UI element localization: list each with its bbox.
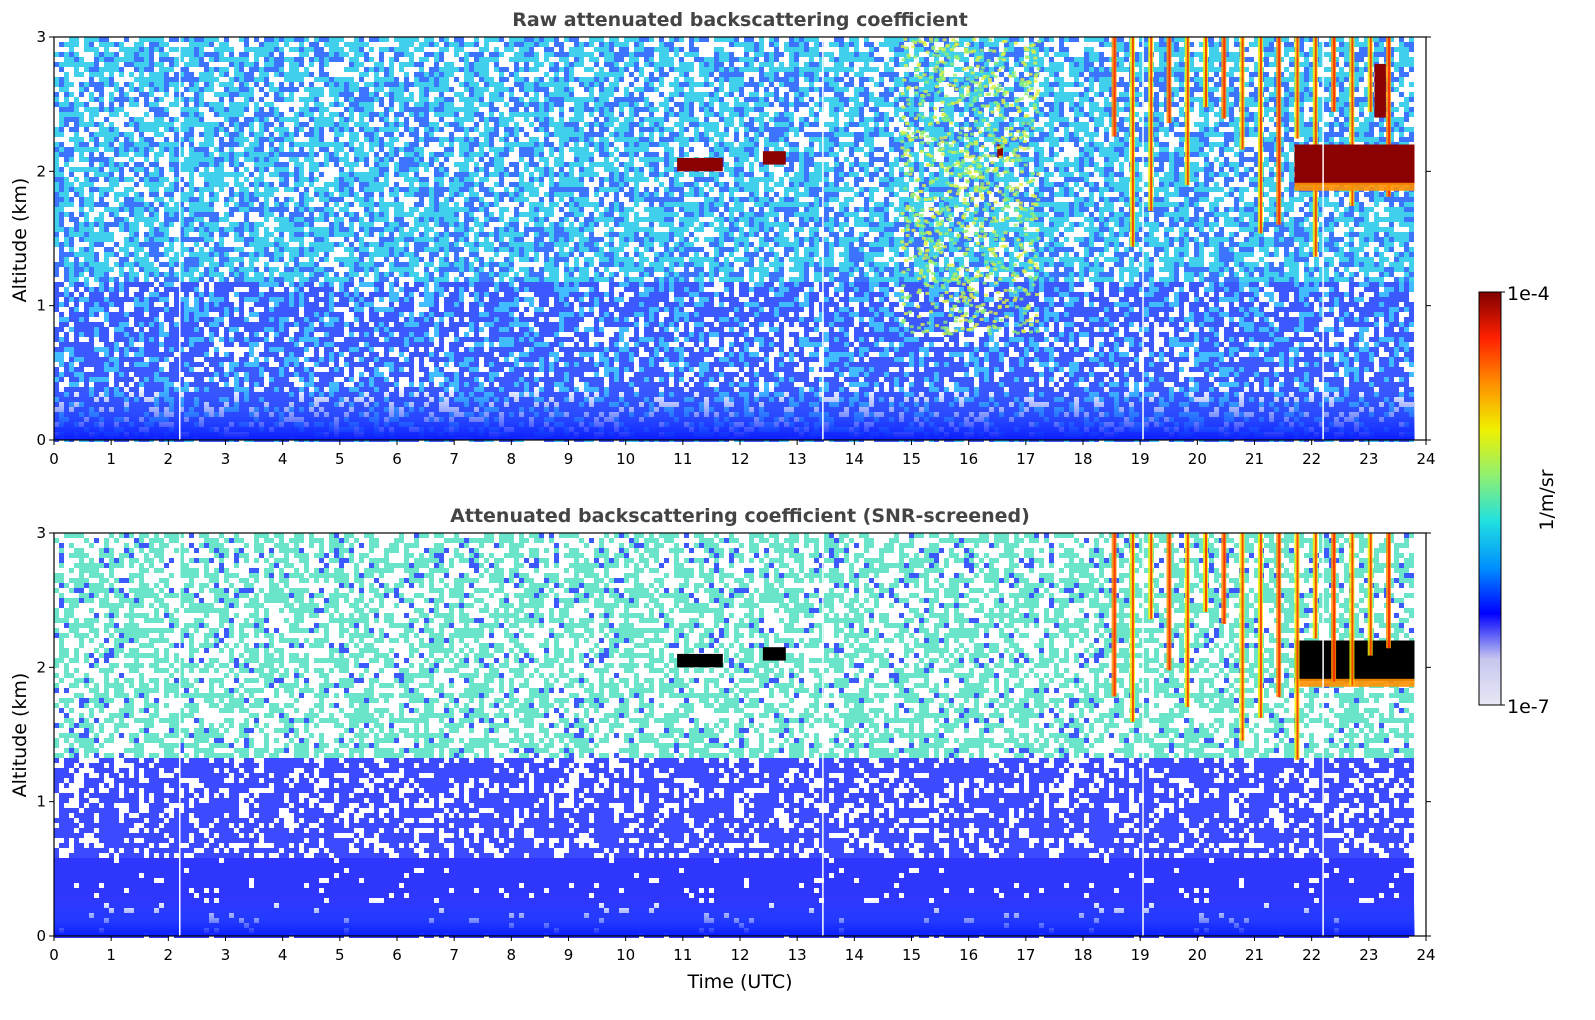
y-tick-label: 0: [36, 431, 46, 449]
y-tick-label: 3: [36, 28, 46, 46]
x-tick-label: 20: [1188, 946, 1207, 964]
x-tick-label: 2: [164, 946, 174, 964]
x-tick-label: 21: [1245, 946, 1264, 964]
x-tick-label: 17: [1016, 450, 1035, 468]
heatmap-feature: [1294, 144, 1415, 191]
colorbar-unit-label: 1/m/sr: [1536, 469, 1558, 530]
colorbar: 1e-4 1e-7 1/m/sr: [1478, 283, 1558, 718]
y-tick-label: 3: [36, 524, 46, 542]
x-tick-label: 17: [1016, 946, 1035, 964]
x-tick-label: 11: [673, 450, 692, 468]
x-tick-label: 8: [507, 450, 517, 468]
bottom-plot-area: 0 1 2 3 4 5 6 7 8 9 10 11 12 13 14 15 16 17 18 19 20 21 22 23 24…: [36, 524, 1435, 964]
x-tick-label: 10: [616, 946, 635, 964]
x-tick-label: 7: [449, 450, 459, 468]
heatmap-feature: [677, 653, 723, 668]
x-tick-label: 12: [730, 450, 749, 468]
x-tick-label: 11: [673, 946, 692, 964]
x-tick-label: 21: [1245, 450, 1264, 468]
x-tick-label: 22: [1302, 946, 1321, 964]
x-tick-label: 10: [616, 450, 635, 468]
x-tick-label: 15: [902, 450, 921, 468]
x-tick-label: 24: [1416, 450, 1435, 468]
x-tick-label: 4: [278, 946, 288, 964]
x-tick-label: 9: [564, 946, 574, 964]
x-tick-label: 5: [335, 946, 345, 964]
heatmap-feature: [1294, 640, 1415, 687]
heatmap-feature: [1111, 37, 1391, 257]
top-heatmap: [54, 37, 1415, 442]
x-tick-label: 16: [959, 946, 978, 964]
heatmap-feature: [1111, 533, 1391, 760]
x-tick-label: 4: [278, 450, 288, 468]
x-tick-label: 0: [49, 946, 59, 964]
x-tick-label: 13: [788, 946, 807, 964]
bottom-y-axis-label: Altitude (km): [9, 673, 31, 798]
colorbar-bar: [1478, 291, 1502, 706]
heatmap-noise: [54, 37, 1414, 442]
x-tick-label: 6: [392, 450, 402, 468]
top-y-axis: 0 1 2 3: [36, 28, 1431, 449]
top-plot-area: 0 1 2 3 4 5 6 7 8 9 10 11 12 13 14 15 16 17 18 19 20 21 22 23 24…: [36, 28, 1435, 468]
x-tick-label: 7: [449, 946, 459, 964]
top-y-axis-label: Altitude (km): [9, 178, 31, 303]
x-tick-label: 8: [507, 946, 517, 964]
x-tick-label: 22: [1302, 450, 1321, 468]
x-tick-label: 12: [730, 946, 749, 964]
x-tick-label: 23: [1359, 450, 1378, 468]
x-tick-label: 18: [1073, 450, 1092, 468]
heatmap-feature: [997, 144, 1003, 158]
colorbar-min-label: 1e-7: [1507, 696, 1550, 718]
x-tick-label: 1: [106, 450, 116, 468]
x-tick-label: 15: [902, 946, 921, 964]
heatmap-feature: [762, 151, 786, 165]
x-tick-label: 5: [335, 450, 345, 468]
x-tick-label: 1: [106, 946, 116, 964]
x-tick-label: 14: [845, 946, 864, 964]
heatmap-ground-layer: [54, 899, 1415, 936]
x-tick-label: 3: [221, 450, 231, 468]
x-tick-label: 20: [1188, 450, 1207, 468]
y-tick-label: 0: [36, 927, 46, 945]
y-tick-label: 2: [36, 658, 46, 676]
x-tick-label: 18: [1073, 946, 1092, 964]
heatmap-noise: [54, 533, 1414, 938]
y-tick-label: 1: [36, 297, 46, 315]
x-tick-label: 16: [959, 450, 978, 468]
heatmap-feature: [1374, 63, 1386, 118]
bottom-x-axis: 0 1 2 3 4 5 6 7 8 9 10 11 12 13 14 15 16 17 18 19 20 21 22 23 24: [49, 936, 1436, 964]
x-tick-label: 19: [1131, 946, 1150, 964]
heatmap-ground-layer: [54, 386, 1415, 440]
heatmap-feature: [900, 37, 1042, 336]
heatmap-feature: [677, 157, 723, 172]
x-tick-label: 13: [788, 450, 807, 468]
x-tick-label: 6: [392, 946, 402, 964]
x-tick-label: 3: [221, 946, 231, 964]
colorbar-max-label: 1e-4: [1507, 283, 1550, 305]
y-tick-label: 2: [36, 162, 46, 180]
top-chart-title: Raw attenuated backscattering coefficien…: [512, 9, 968, 31]
x-tick-label: 0: [49, 450, 59, 468]
x-tick-label: 23: [1359, 946, 1378, 964]
y-tick-label: 1: [36, 793, 46, 811]
bottom-heatmap: [54, 533, 1415, 938]
x-tick-label: 9: [564, 450, 574, 468]
top-x-axis: 0 1 2 3 4 5 6 7 8 9 10 11 12 13 14 15 16 17 18 19 20 21 22 23 24: [49, 440, 1436, 468]
bottom-y-axis: 0 1 2 3: [36, 524, 1431, 945]
bottom-chart-title: Attenuated backscattering coefficient (S…: [450, 505, 1030, 527]
x-tick-label: 19: [1131, 450, 1150, 468]
x-tick-label: 14: [845, 450, 864, 468]
heatmap-feature: [762, 647, 786, 661]
x-tick-label: 24: [1416, 946, 1435, 964]
x-tick-label: 2: [164, 450, 174, 468]
x-axis-label: Time (UTC): [686, 971, 792, 993]
